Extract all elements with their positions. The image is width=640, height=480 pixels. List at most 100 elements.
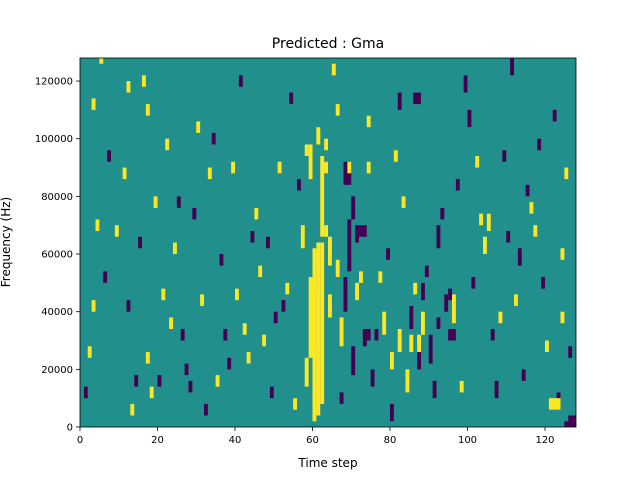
heatmap-cell <box>312 248 317 422</box>
heatmap-cell <box>506 230 511 243</box>
heatmap-cell <box>188 380 193 393</box>
heatmap-cell <box>343 161 352 185</box>
plot-frame <box>79 57 577 428</box>
heatmap-cell <box>138 236 143 249</box>
x-tick-label: 100 <box>458 435 477 446</box>
heatmap-cell <box>266 236 270 249</box>
heatmap-cell <box>545 340 549 353</box>
y-tick-label: 80000 <box>41 192 73 203</box>
heatmap-cell <box>304 144 309 157</box>
heatmap-cell <box>235 288 239 301</box>
heatmap-cell <box>444 294 449 312</box>
heatmap-cell <box>107 150 112 162</box>
heatmap-cell <box>521 369 526 381</box>
heatmap-cell <box>486 213 491 231</box>
heatmap-cell <box>192 207 197 220</box>
heatmap-cell <box>417 334 422 353</box>
x-tick-label: 80 <box>384 435 397 446</box>
heatmap-cell <box>374 328 379 341</box>
heatmap-cell <box>293 398 298 410</box>
heatmap-cell <box>289 92 294 105</box>
heatmap-cell <box>382 311 387 335</box>
heatmap-cell <box>351 196 356 220</box>
heatmap-cell <box>122 167 127 180</box>
x-tick-label: 20 <box>151 435 164 446</box>
heatmap-cell <box>145 104 150 116</box>
heatmap-cell <box>339 317 344 347</box>
heatmap-cell <box>390 403 394 422</box>
heatmap-cell <box>370 369 375 387</box>
heatmap-cell <box>161 288 166 301</box>
heatmap-cell <box>386 248 391 260</box>
heatmap-cell <box>568 346 573 358</box>
heatmap-cell <box>560 248 565 260</box>
heatmap-cell <box>204 403 208 416</box>
heatmap-cell <box>459 380 464 393</box>
x-tick-label: 40 <box>229 435 242 446</box>
heatmap-cell <box>490 328 495 341</box>
heatmap-cell <box>455 179 460 191</box>
heatmap-cell <box>378 271 383 283</box>
heatmap-cell <box>285 282 290 295</box>
heatmap-cell <box>533 225 538 237</box>
heatmap-cells <box>83 58 577 427</box>
heatmap-cell <box>331 63 336 76</box>
heatmap-cell <box>335 104 340 116</box>
heatmap-cell <box>134 375 139 387</box>
heatmap-cell <box>316 242 321 416</box>
heatmap-cell <box>114 225 119 237</box>
heatmap-cell <box>238 75 243 87</box>
heatmap-cell <box>397 92 402 110</box>
heatmap-cell <box>184 363 189 376</box>
heatmap-cell <box>463 75 468 93</box>
heatmap-cell <box>207 167 212 180</box>
chart-title: Predicted : Gma <box>272 36 384 52</box>
heatmap-cell <box>223 328 228 341</box>
heatmap-cell <box>514 294 518 306</box>
heatmap-cell <box>180 328 185 341</box>
heatmap-cell <box>254 207 259 220</box>
heatmap-cell <box>537 138 542 151</box>
heatmap-cell <box>308 144 313 180</box>
heatmap-cell <box>409 334 414 353</box>
heatmap-cell <box>231 161 236 174</box>
heatmap-cell <box>440 207 445 220</box>
heatmap-cell <box>552 109 557 122</box>
heatmap-cell <box>362 328 371 341</box>
heatmap-cell <box>548 398 561 410</box>
heatmap-cell <box>428 334 433 364</box>
heatmap-cell <box>355 282 360 301</box>
heatmap-cell <box>196 121 201 133</box>
heatmap-cell <box>405 369 410 393</box>
heatmap-cell <box>529 202 534 214</box>
y-tick-label: 0 <box>67 423 73 434</box>
heatmap-cell <box>308 277 313 358</box>
heatmap-cell <box>421 282 425 301</box>
heatmap-cell <box>304 357 309 387</box>
heatmap-cell <box>91 98 96 110</box>
heatmap-cell <box>130 403 135 416</box>
heatmap-cell <box>324 225 329 237</box>
heatmap-cell <box>300 225 305 249</box>
heatmap-cell <box>417 346 422 370</box>
heatmap-cell <box>452 294 456 324</box>
heatmap-cell <box>297 179 301 191</box>
heatmap-cell <box>277 161 282 174</box>
heatmap-cell <box>355 225 360 243</box>
heatmap-cell <box>142 75 146 87</box>
heatmap-cell <box>436 225 441 249</box>
heatmap-cell <box>165 138 170 151</box>
heatmap-cell <box>351 346 356 376</box>
heatmap-cell <box>87 346 92 358</box>
heatmap-cell <box>467 109 472 128</box>
heatmap-cell <box>448 328 456 341</box>
x-tick-label: 120 <box>535 435 554 446</box>
heatmap-cell <box>475 156 480 168</box>
heatmap-cell <box>157 375 162 387</box>
heatmap-cell <box>502 150 507 162</box>
heatmap-cell <box>393 150 398 162</box>
heatmap-cell <box>262 334 267 347</box>
y-tick-label: 20000 <box>41 365 73 376</box>
heatmap-cell <box>149 386 154 399</box>
